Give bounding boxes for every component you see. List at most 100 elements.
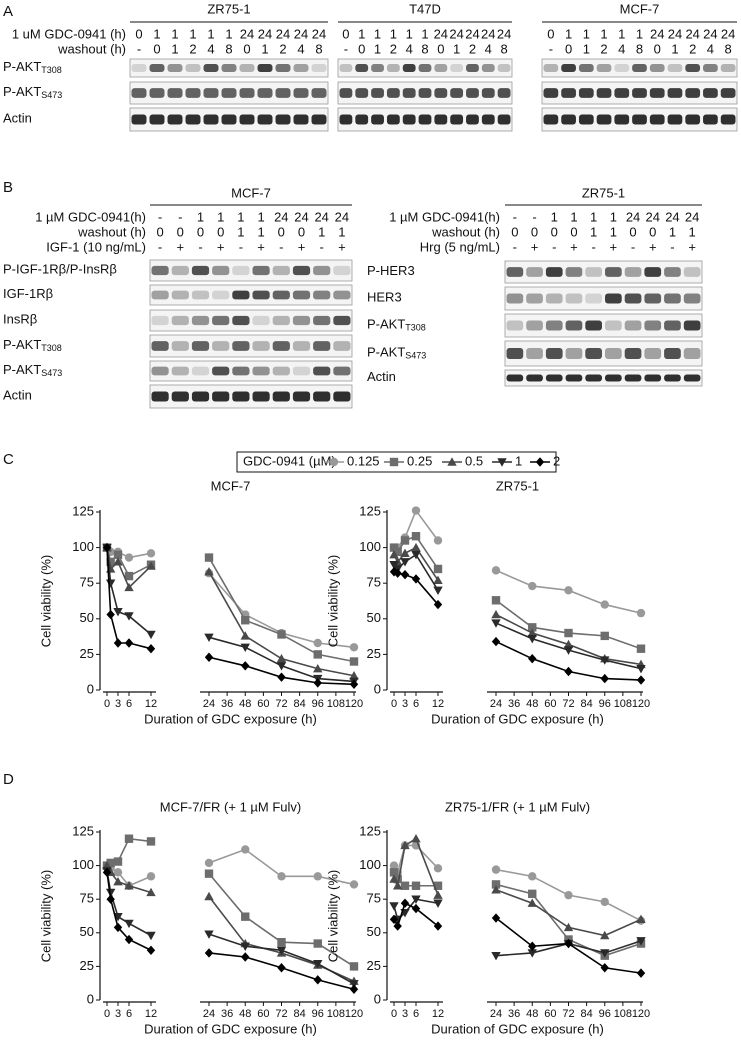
x-tick-label: 12 (432, 1008, 444, 1020)
x-tick-label: 12 (145, 1008, 157, 1020)
lane-value: 4 (297, 41, 304, 56)
band (167, 88, 183, 98)
lane-value: - (320, 239, 324, 254)
lane-value: 1 (358, 26, 365, 41)
y-tick-label: 50 (80, 924, 94, 939)
lane-value: - (158, 209, 162, 224)
lane-value: 24 (685, 209, 699, 224)
band-name: HER3 (367, 290, 402, 305)
band (683, 374, 701, 382)
lane-value: 24 (650, 26, 664, 41)
legend-marker (389, 457, 399, 467)
lane-value: - (532, 209, 536, 224)
band-label: P-AKTS473 (3, 84, 62, 100)
band (272, 366, 290, 376)
y-tick-label: 75 (367, 575, 381, 590)
x-tick-label: 96 (312, 1008, 324, 1020)
band (685, 114, 701, 125)
band (683, 348, 701, 359)
lane-value: 0 (197, 224, 204, 239)
lane-value: 1 (197, 209, 204, 224)
point (636, 644, 646, 653)
band (313, 265, 331, 276)
lane-value: - (670, 239, 674, 254)
y-tick-label: 0 (374, 991, 381, 1006)
band (239, 64, 255, 72)
y-tick-label: 125 (72, 823, 94, 838)
band (252, 366, 270, 376)
y-tick-label: 75 (80, 891, 94, 906)
x-tick-label: 84 (581, 1008, 593, 1020)
band (526, 374, 543, 382)
band (293, 88, 309, 98)
band (292, 366, 311, 376)
lane-value: 1 (189, 26, 196, 41)
point (636, 675, 646, 685)
x-axis-label: Duration of GDC exposure (h) (144, 1021, 317, 1036)
band (191, 315, 210, 326)
band (191, 341, 210, 351)
legend-label: 1 (515, 453, 522, 468)
panel-letter: A (3, 3, 13, 20)
band (171, 391, 189, 402)
band-label: P-AKTS473 (3, 362, 62, 378)
x-tick-label: 72 (562, 698, 574, 710)
band (561, 88, 576, 98)
point (146, 644, 156, 654)
band (506, 348, 524, 359)
lane-value: - (631, 239, 635, 254)
lane-value: 1 (390, 26, 397, 41)
point (393, 547, 402, 557)
lane-value: 1 (171, 41, 178, 56)
legend-label: 0.5 (465, 453, 483, 468)
lane-value: 0 (531, 224, 538, 239)
band-label: Actin (367, 369, 396, 384)
lane-value: 24 (668, 26, 682, 41)
band (685, 88, 701, 98)
x-tick-label: 108 (327, 1008, 345, 1020)
x-tick-label: 72 (562, 1008, 574, 1020)
point (600, 963, 609, 973)
band (506, 320, 524, 331)
band (212, 391, 230, 402)
point (349, 980, 359, 989)
point (528, 581, 537, 591)
band (578, 64, 594, 72)
point (106, 557, 115, 567)
point (389, 874, 399, 883)
point (433, 599, 443, 610)
band (649, 114, 665, 125)
band (703, 64, 718, 72)
chart-title: ZR75-1 (496, 478, 539, 493)
lane-value: 24 (312, 26, 326, 41)
band (585, 348, 602, 359)
band-site: T308 (41, 343, 62, 353)
y-tick-label: 25 (80, 646, 94, 661)
point (146, 549, 156, 558)
lane-value: 1 (171, 26, 178, 41)
band (545, 348, 563, 359)
group-name: ZR75-1 (582, 185, 625, 200)
lane-value: 4 (406, 41, 413, 56)
band-name: P-AKT (3, 362, 41, 377)
point (491, 951, 501, 961)
point (389, 543, 399, 552)
band (151, 341, 169, 351)
legend-label: 0.125 (347, 453, 380, 468)
band (624, 320, 642, 331)
point (113, 638, 123, 648)
band (605, 348, 622, 359)
band-name: InsRβ (3, 312, 37, 327)
point (528, 872, 537, 881)
band (221, 114, 237, 125)
band (614, 88, 630, 98)
y-tick-label: 125 (359, 503, 381, 518)
band (339, 88, 353, 98)
point (146, 931, 156, 941)
point (146, 887, 156, 897)
point (276, 946, 287, 955)
band (386, 114, 400, 125)
lane-value: 1 (374, 41, 381, 56)
band (171, 366, 189, 376)
point (204, 930, 214, 939)
